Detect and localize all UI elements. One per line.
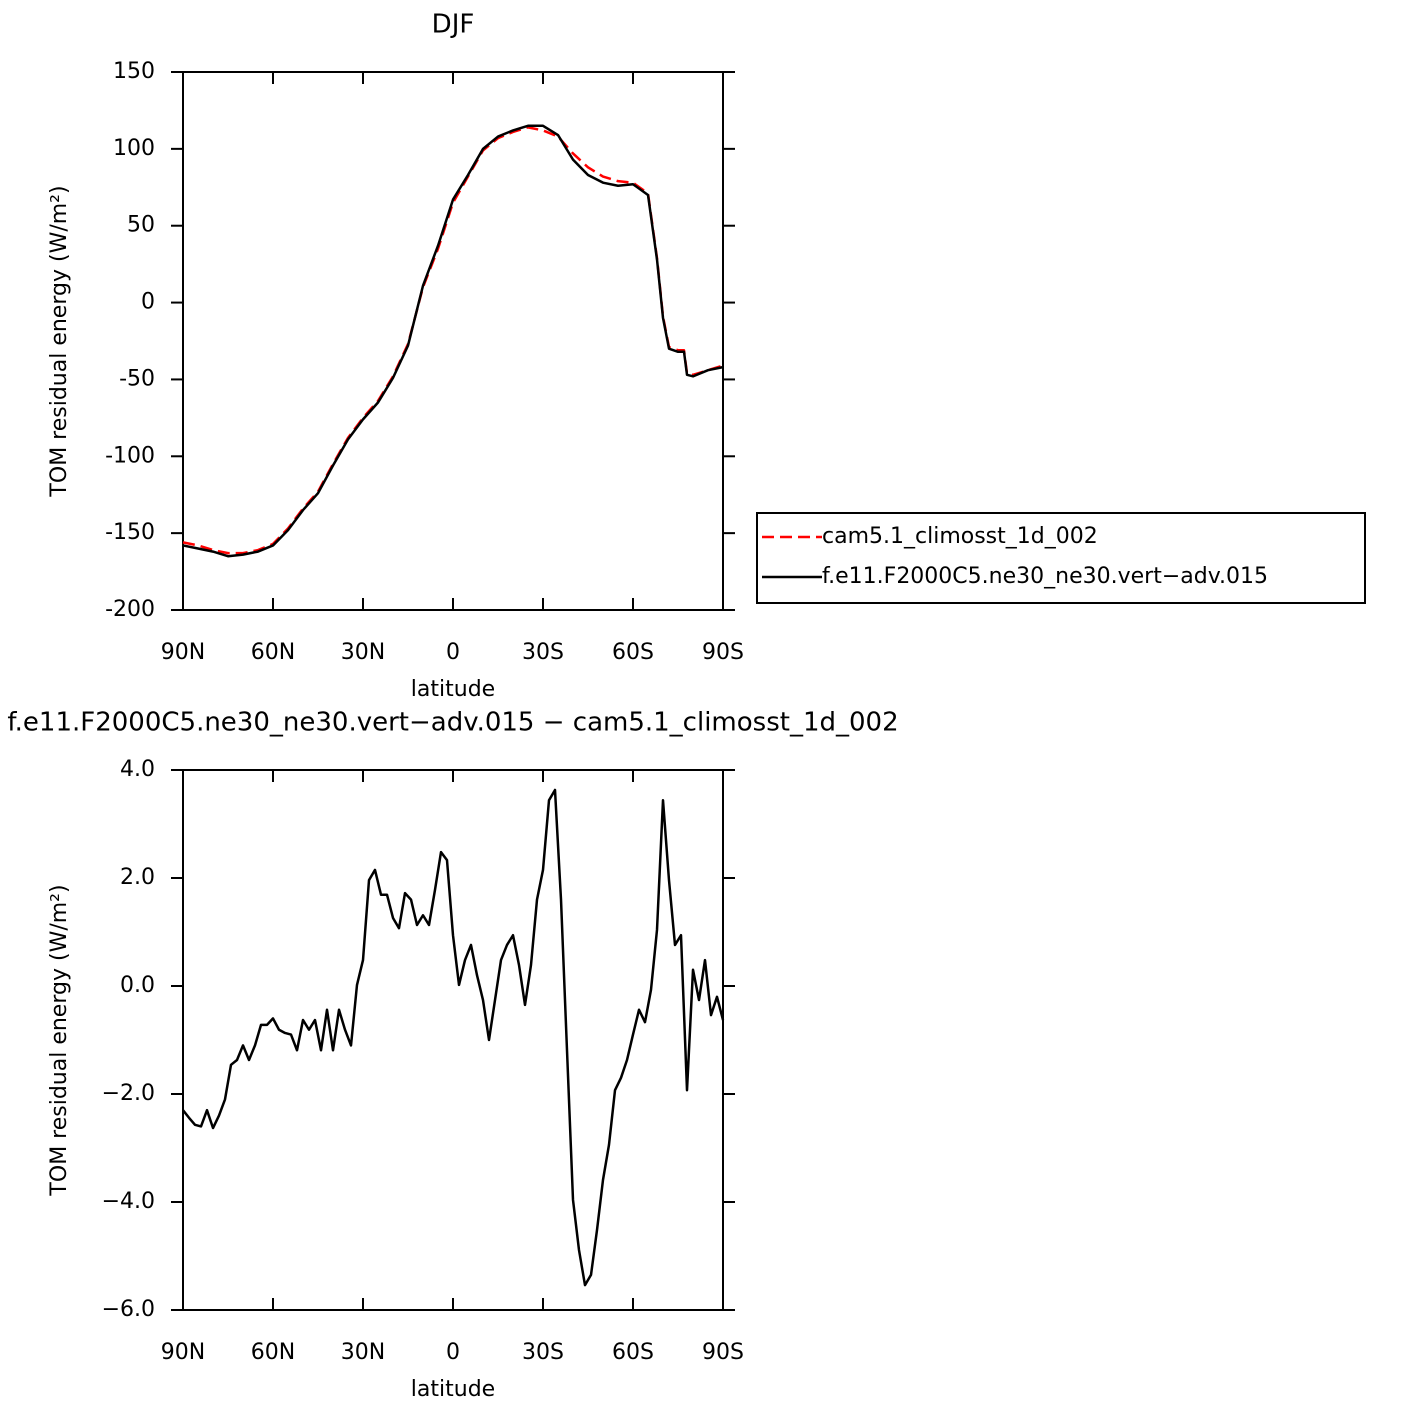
y-tick-label: 0.0 bbox=[120, 973, 155, 998]
chart-title: DJF bbox=[432, 10, 475, 40]
y-tick-label: 50 bbox=[127, 213, 155, 238]
y-tick-label: −6.0 bbox=[102, 1297, 155, 1322]
x-tick-label: 60N bbox=[251, 640, 295, 665]
y-tick-label: 150 bbox=[113, 59, 155, 84]
y-tick-label: -150 bbox=[105, 520, 155, 545]
plot-frame bbox=[182, 71, 724, 611]
y-tick-label: -50 bbox=[119, 366, 155, 391]
x-tick-label: 90N bbox=[161, 640, 205, 665]
x-tick-label: 30N bbox=[341, 1340, 385, 1365]
x-tick-label: 30S bbox=[522, 1340, 564, 1365]
x-tick-label: 60S bbox=[612, 640, 654, 665]
y-tick-label: 100 bbox=[113, 136, 155, 161]
y-axis-label: TOM residual energy (W/m²) bbox=[47, 884, 72, 1196]
y-tick-label: -200 bbox=[105, 597, 155, 622]
y-tick-label: −4.0 bbox=[102, 1189, 155, 1214]
y-tick-label: 0 bbox=[141, 290, 155, 315]
y-tick-label: −2.0 bbox=[102, 1081, 155, 1106]
y-tick-label: 4.0 bbox=[120, 757, 155, 782]
x-tick-label: 0 bbox=[446, 1340, 460, 1365]
legend: cam5.1_climosst_1d_002 f.e11.F2000C5.ne30… bbox=[756, 512, 1366, 604]
y-tick-label: -100 bbox=[105, 443, 155, 468]
x-tick-label: 30S bbox=[522, 640, 564, 665]
x-tick-label: 0 bbox=[446, 640, 460, 665]
x-tick-label: 60N bbox=[251, 1340, 295, 1365]
y-tick-label: 2.0 bbox=[120, 865, 155, 890]
x-tick-label: 90S bbox=[702, 1340, 744, 1365]
legend-label: cam5.1_climosst_1d_002 bbox=[822, 524, 1098, 549]
data-line bbox=[182, 788, 725, 1287]
x-tick-label: 90S bbox=[702, 640, 744, 665]
legend-label: f.e11.F2000C5.ne30_ne30.vert−adv.015 bbox=[822, 564, 1268, 589]
x-tick-label: 60S bbox=[612, 1340, 654, 1365]
chart-title: f.e11.F2000C5.ne30_ne30.vert−adv.015 − c… bbox=[7, 708, 898, 738]
plot-frame bbox=[182, 769, 724, 1311]
legend-box bbox=[756, 512, 1366, 604]
x-tick-label: 30N bbox=[341, 640, 385, 665]
x-axis-label: latitude bbox=[411, 677, 495, 702]
x-axis-label: latitude bbox=[411, 1377, 495, 1402]
x-tick-label: 90N bbox=[161, 1340, 205, 1365]
y-axis-label: TOM residual energy (W/m²) bbox=[47, 185, 72, 497]
data-line bbox=[182, 124, 724, 558]
